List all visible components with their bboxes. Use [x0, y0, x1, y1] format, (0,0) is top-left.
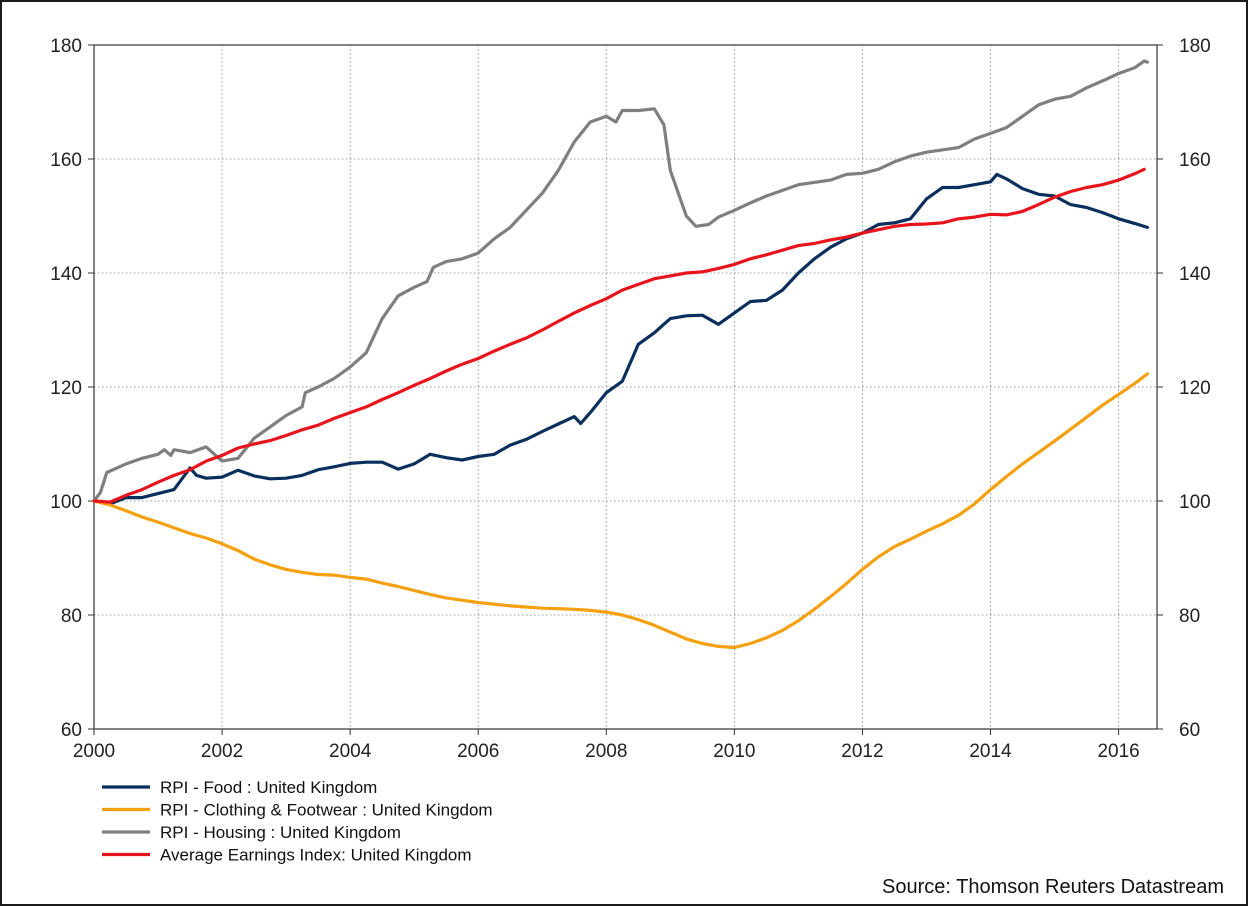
y-tick-label-right: 100: [1179, 492, 1211, 513]
x-axis: 2000 2002 2004 2006 2008 2010 2012 2014 2016: [73, 729, 1140, 762]
source-note: Source: Thomson Reuters Datastream: [882, 876, 1224, 898]
series-line-rpi-food-united-kingdom: [92, 172, 1149, 506]
y-tick-label-left: 80: [61, 606, 82, 627]
y-axis-right: 60 80 100 120 140 160 180: [1157, 36, 1211, 741]
series-line-rpi-clothing-footwear-united-kingdom: [92, 372, 1149, 650]
y-tick-label-right: 160: [1179, 150, 1211, 171]
series-line-rpi-housing-united-kingdom: [92, 59, 1149, 503]
legend-label: RPI - Clothing & Footwear : United Kingd…: [160, 801, 493, 820]
y-tick-label-right: 60: [1179, 720, 1200, 741]
y-tick-label-left: 120: [50, 378, 82, 399]
y-tick-label-left: 100: [50, 492, 82, 513]
legend-label: RPI - Food : United Kingdom: [160, 778, 377, 797]
y-tick-label-left: 60: [61, 720, 82, 741]
y-axis-left: 60 80 100 120 140 160 180: [50, 36, 94, 741]
x-tick-label: 2016: [1097, 741, 1139, 762]
x-tick-label: 2012: [841, 741, 883, 762]
y-tick-label-left: 160: [50, 150, 82, 171]
series-lines: [92, 59, 1149, 650]
x-tick-label: 2014: [969, 741, 1012, 762]
y-tick-label-right: 120: [1179, 378, 1211, 399]
x-tick-label: 2000: [73, 741, 115, 762]
gridlines: [93, 44, 1157, 730]
y-tick-label-right: 140: [1179, 264, 1211, 285]
legend-label: Average Earnings Index: United Kingdom: [160, 846, 472, 865]
plot-area-border: [93, 44, 1158, 730]
series-line-average-earnings-index-united-kingdom: [92, 167, 1146, 504]
legend: RPI - Food : United Kingdom RPI - Clothin…: [102, 778, 493, 865]
y-tick-label-left: 180: [50, 36, 82, 57]
x-tick-label: 2004: [329, 741, 372, 762]
x-tick-label: 2010: [713, 741, 755, 762]
y-tick-label-right: 80: [1179, 606, 1200, 627]
x-tick-label: 2002: [201, 741, 243, 762]
x-tick-label: 2008: [585, 741, 627, 762]
legend-label: RPI - Housing : United Kingdom: [160, 823, 401, 842]
y-tick-label-right: 180: [1179, 36, 1211, 57]
y-tick-label-left: 140: [50, 264, 82, 285]
x-tick-label: 2006: [457, 741, 499, 762]
